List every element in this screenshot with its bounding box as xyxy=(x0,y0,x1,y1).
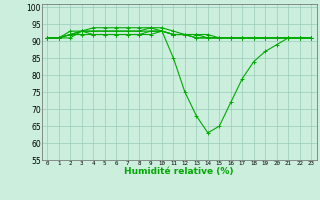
X-axis label: Humidité relative (%): Humidité relative (%) xyxy=(124,167,234,176)
